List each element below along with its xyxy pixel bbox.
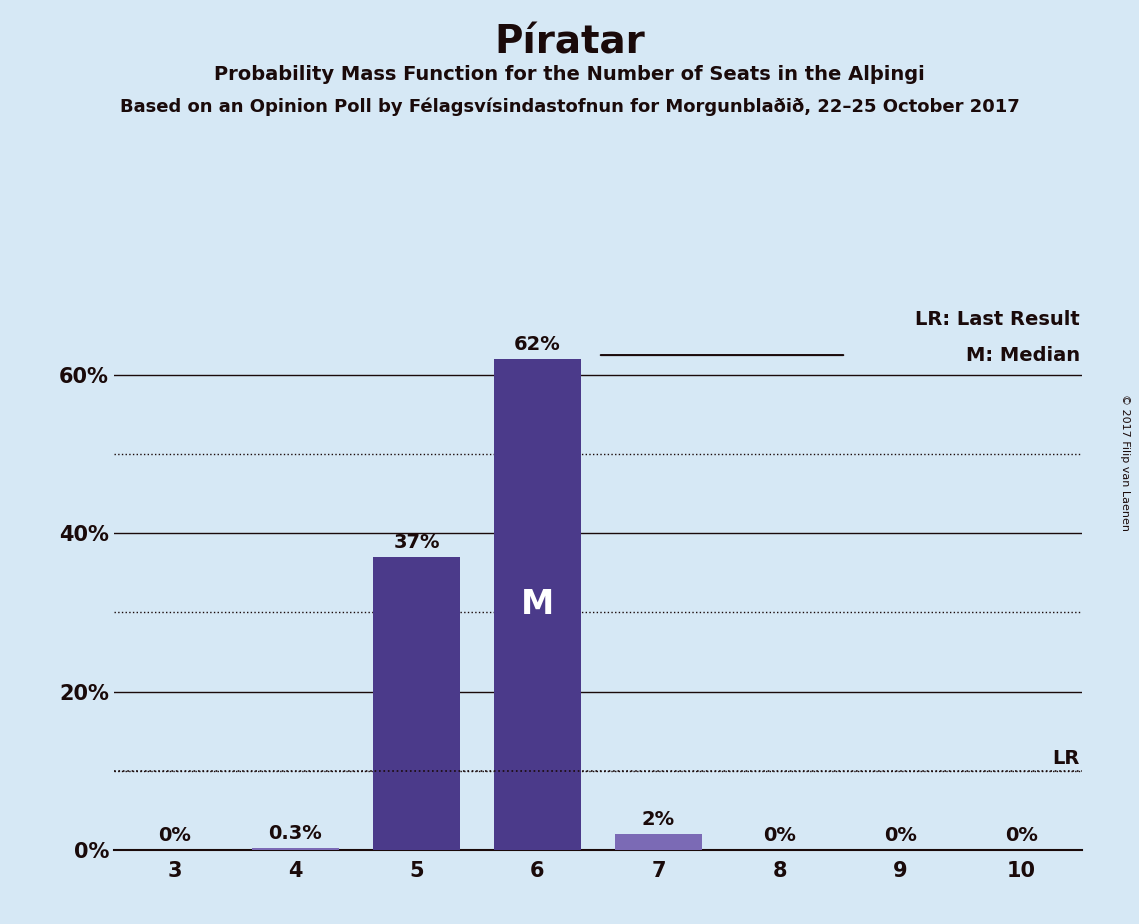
Text: Píratar: Píratar [494, 23, 645, 61]
Text: 2%: 2% [642, 810, 675, 830]
Text: 0%: 0% [884, 826, 917, 845]
Text: 0%: 0% [1005, 826, 1038, 845]
Text: Probability Mass Function for the Number of Seats in the Alþingi: Probability Mass Function for the Number… [214, 65, 925, 84]
Text: 0%: 0% [158, 826, 191, 845]
Text: LR: Last Result: LR: Last Result [915, 310, 1080, 329]
Bar [372, 557, 460, 850]
Text: LR: LR [1052, 748, 1080, 768]
Bar [615, 834, 702, 850]
Text: Based on an Opinion Poll by Félagsvísindastofnun for Morgunblaðið, 22–25 October: Based on an Opinion Poll by Félagsvísind… [120, 97, 1019, 116]
Text: 62%: 62% [514, 335, 560, 354]
Text: M: M [521, 588, 554, 621]
Text: 37%: 37% [393, 533, 440, 553]
Text: M: Median: M: Median [966, 346, 1080, 365]
Bar [494, 359, 581, 850]
Text: 0%: 0% [763, 826, 796, 845]
Text: © 2017 Filip van Laenen: © 2017 Filip van Laenen [1121, 394, 1130, 530]
Bar [252, 847, 339, 850]
Text: 0.3%: 0.3% [269, 824, 322, 843]
